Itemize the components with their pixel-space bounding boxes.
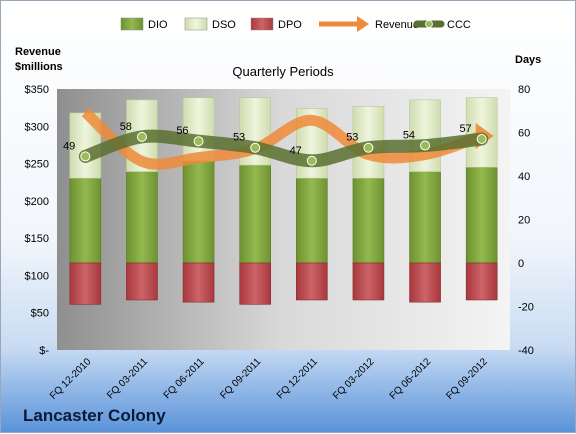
legend-label-dpo: DPO <box>278 19 302 31</box>
ccc-data-label: 56 <box>176 125 188 137</box>
bar-dpo <box>296 262 328 301</box>
ccc-point <box>193 136 204 147</box>
chart-subtitle: Quarterly Periods <box>232 64 334 79</box>
legend-label-ccc: CCC <box>447 19 471 31</box>
x-tick-label: FQ 03-2011 <box>105 356 150 401</box>
x-tick-label: FQ 06-2012 <box>388 356 434 402</box>
y-left-tick-label: $- <box>39 345 49 357</box>
x-tick-label: FQ 12-2010 <box>48 356 94 402</box>
bar-dio <box>352 177 385 264</box>
y-left-tick-label: $250 <box>25 159 49 171</box>
ccc-data-label: 53 <box>233 132 245 144</box>
bar-dio <box>239 164 271 264</box>
ccc-data-label: 58 <box>120 121 132 133</box>
bar-dio <box>126 171 158 264</box>
bar-dio <box>182 160 215 264</box>
legend-swatch-dso <box>184 17 208 31</box>
y-left-tick-label: $300 <box>25 121 49 133</box>
legend: DIO DSO DPO Revenue CCC <box>120 16 471 32</box>
bar-dio <box>69 177 102 264</box>
bar-dso <box>182 97 215 162</box>
y-left-tick-label: $50 <box>31 308 49 320</box>
ccc-point <box>136 131 147 142</box>
ccc-point <box>420 140 431 151</box>
y-right-tick-label: 40 <box>518 171 530 183</box>
bar-dio <box>409 171 441 264</box>
ccc-point <box>363 142 374 153</box>
x-tick-label: FQ 09-2011 <box>218 356 263 401</box>
ccc-data-label: 57 <box>459 123 471 135</box>
revenue-line <box>81 107 484 170</box>
x-tick-label: FQ 03-2012 <box>331 356 377 402</box>
y-left-axis-label: Revenue $millions <box>15 46 64 73</box>
y-left-tick-label: $100 <box>25 270 49 282</box>
y-left-tick-label: $150 <box>25 233 49 245</box>
ccc-data-label: 53 <box>346 132 358 144</box>
x-tick-label: FQ 12-2011 <box>275 356 320 401</box>
bar-dpo <box>409 262 441 303</box>
legend-swatch-ccc-marker <box>425 20 433 28</box>
legend-label-revenue: Revenue <box>375 19 419 31</box>
ccc-point <box>306 155 317 166</box>
ccc-point <box>80 151 91 162</box>
bar-dpo <box>69 262 102 305</box>
legend-swatch-dio <box>120 17 144 31</box>
legend-swatch-dpo <box>250 17 274 31</box>
x-tick-label: FQ 06-2011 <box>162 356 207 401</box>
company-name: Lancaster Colony <box>23 406 166 425</box>
bar-dpo <box>239 262 271 305</box>
ccc-data-label: 49 <box>63 140 75 152</box>
y-right-tick-label: 0 <box>518 258 524 270</box>
y-right-tick-label: 20 <box>518 215 530 227</box>
ccc-point <box>250 142 261 153</box>
y-right-tick-label: -20 <box>518 302 534 314</box>
x-tick-label: FQ 09-2012 <box>444 356 490 402</box>
bar-dpo <box>465 262 498 301</box>
legend-swatch-revenue-arrow <box>357 16 369 32</box>
legend-label-dso: DSO <box>212 19 236 31</box>
bar-dio <box>296 177 328 264</box>
bar-dpo <box>182 262 215 303</box>
ccc-data-label: 54 <box>403 130 415 142</box>
y-right-tick-label: -40 <box>518 345 534 357</box>
bar-dpo <box>352 262 385 301</box>
ccc-point <box>476 134 487 145</box>
bar-dpo <box>126 262 158 301</box>
ccc-data-label: 47 <box>290 145 302 157</box>
y-right-tick-label: 60 <box>518 128 530 140</box>
y-right-axis-label: Days <box>515 54 541 66</box>
bar-dio <box>465 167 498 264</box>
legend-label-dio: DIO <box>148 19 168 31</box>
y-left-tick-label: $350 <box>25 84 49 96</box>
y-right-tick-label: 80 <box>518 84 530 96</box>
y-left-tick-label: $200 <box>25 196 49 208</box>
